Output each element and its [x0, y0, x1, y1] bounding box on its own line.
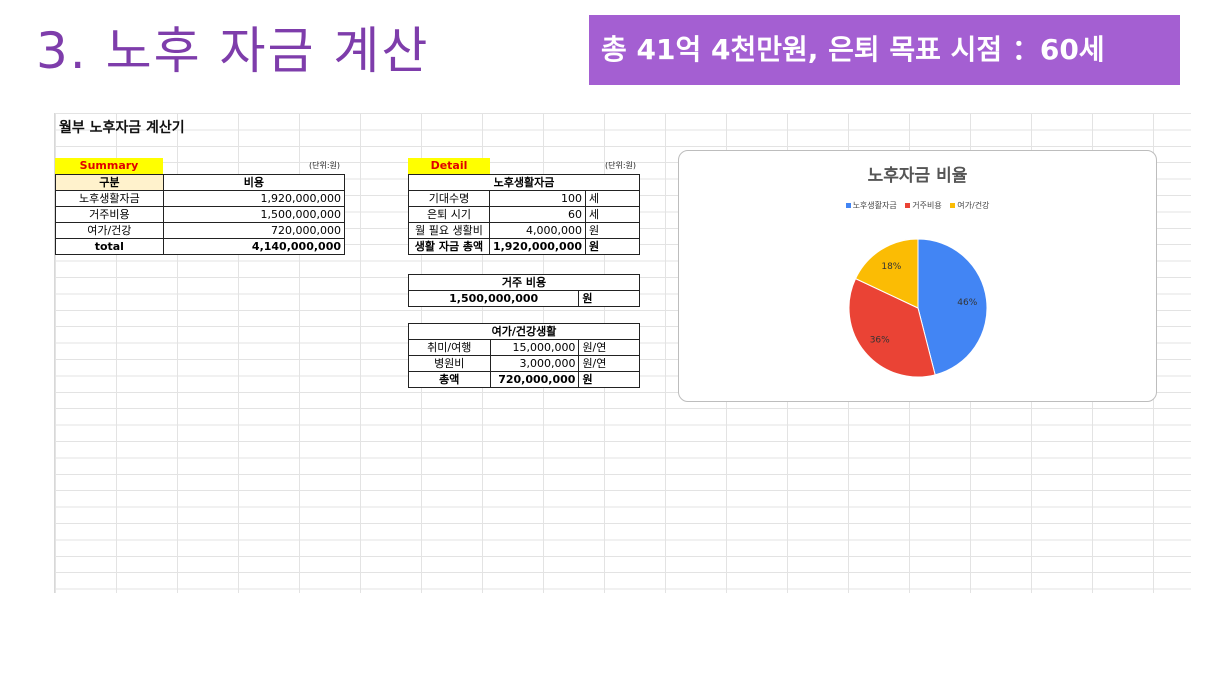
summary-total-value: 4,140,000,000	[162, 238, 346, 255]
legend-label: 노후생활자금	[852, 201, 897, 210]
detail-row-label: 병원비	[408, 355, 491, 372]
detail-row-value: 4,000,000	[488, 222, 587, 239]
housing-cost-header: 거주 비용	[408, 274, 640, 291]
detail-row-label: 월 필요 생활비	[408, 222, 490, 239]
detail-row-label: 은퇴 시기	[408, 206, 490, 223]
legend-item: 노후생활자금	[845, 201, 897, 210]
summary-banner: 총 41억 4천만원, 은퇴 목표 시점 ：60세	[589, 15, 1180, 85]
summary-unit-label: (단위:원)	[309, 161, 341, 170]
table-row[interactable]: 월 필요 생활비 4,000,000 원	[408, 222, 640, 239]
summary-header-category: 구분	[55, 174, 164, 191]
detail-unit-label: (단위:원)	[605, 161, 637, 170]
detail-row-unit: 세	[585, 206, 640, 223]
sheet-title: 월부 노후자금 계산기	[59, 120, 185, 136]
detail-row-value: 100	[488, 190, 587, 207]
table-row[interactable]: 총액 720,000,000 원	[408, 371, 640, 388]
table-row[interactable]: 노후생활자금 1,920,000,000	[55, 190, 346, 207]
table-row[interactable]: 생활 자금 총액 1,920,000,000 원	[408, 238, 640, 255]
detail-row-label: 기대수명	[408, 190, 490, 207]
housing-cost-value: 1,500,000,000	[407, 290, 580, 307]
living-fund-table: 노후생활자금 기대수명 100 세 은퇴 시기 60 세 월 필요 생활비 4,…	[408, 174, 640, 255]
legend-label: 거주비용	[912, 201, 942, 210]
summary-row-value: 720,000,000	[162, 222, 346, 239]
legend-item: 여가/건강	[950, 201, 989, 210]
summary-table: 구분 비용 노후생활자금 1,920,000,000 거주비용 1,500,00…	[55, 174, 346, 255]
table-row[interactable]: 기대수명 100 세	[408, 190, 640, 207]
table-row[interactable]: total 4,140,000,000	[55, 238, 346, 255]
summary-row-label: 여가/건강	[55, 222, 164, 239]
chart-legend: 노후생활자금 거주비용 여가/건강	[679, 200, 1156, 211]
housing-cost-unit: 원	[578, 290, 640, 307]
summary-total-label: total	[55, 238, 164, 255]
leisure-total-label: 총액	[408, 371, 491, 388]
chart-title: 노후자금 비율	[867, 166, 968, 186]
living-total-unit: 원	[585, 238, 640, 255]
spreadsheet-grid[interactable]: 월부 노후자금 계산기 Summary (단위:원) 구분 비용 노후생활자금 …	[54, 113, 1191, 593]
leisure-total-value: 720,000,000	[489, 371, 580, 388]
detail-row-unit: 원/연	[578, 339, 640, 356]
legend-swatch	[950, 203, 956, 208]
table-row[interactable]: 은퇴 시기 60 세	[408, 206, 640, 223]
pie-plot: 46% 36% 18%	[848, 238, 988, 378]
table-row[interactable]: 여가/건강 720,000,000	[55, 222, 346, 239]
detail-row-unit: 원/연	[578, 355, 640, 372]
table-row[interactable]: 취미/여행 15,000,000 원/연	[408, 339, 640, 356]
detail-row-unit: 원	[585, 222, 640, 239]
housing-cost-table: 거주 비용 1,500,000,000 원	[407, 274, 640, 307]
leisure-health-table: 여가/건강생활 취미/여행 15,000,000 원/연 병원비 3,000,0…	[408, 323, 640, 388]
summary-row-label: 거주비용	[55, 206, 164, 223]
detail-row-value: 60	[488, 206, 587, 223]
summary-row-value: 1,920,000,000	[162, 190, 346, 207]
legend-swatch	[845, 203, 851, 208]
leisure-health-header: 여가/건강생활	[408, 323, 640, 340]
legend-item: 거주비용	[905, 201, 942, 210]
detail-row-unit: 세	[585, 190, 640, 207]
pie-data-label: 46%	[957, 298, 977, 308]
leisure-total-unit: 원	[578, 371, 640, 388]
detail-row-value: 3,000,000	[489, 355, 580, 372]
slide-title: 3. 노후 자금 계산	[36, 22, 430, 80]
legend-swatch	[905, 203, 911, 208]
living-total-label: 생활 자금 총액	[408, 238, 490, 255]
living-total-value: 1,920,000,000	[488, 238, 587, 255]
pie-chart[interactable]: 노후자금 비율 노후생활자금 거주비용 여가/건강 46% 36% 18%	[678, 150, 1157, 402]
summary-row-value: 1,500,000,000	[162, 206, 346, 223]
table-row[interactable]: 병원비 3,000,000 원/연	[408, 355, 640, 372]
detail-row-label: 취미/여행	[408, 339, 491, 356]
table-row[interactable]: 거주비용 1,500,000,000	[55, 206, 346, 223]
pie-slice-living-fund[interactable]	[917, 238, 988, 376]
detail-tag: Detail	[408, 158, 490, 174]
detail-row-value: 15,000,000	[489, 339, 580, 356]
pie-data-label: 36%	[870, 336, 890, 346]
living-fund-header: 노후생활자금	[408, 174, 640, 191]
summary-row-label: 노후생활자금	[55, 190, 164, 207]
table-row[interactable]: 1,500,000,000 원	[407, 290, 640, 307]
pie-slice-leisure-health[interactable]	[854, 238, 919, 309]
legend-label: 여가/건강	[957, 201, 990, 210]
summary-tag: Summary	[55, 158, 163, 174]
summary-header-cost: 비용	[162, 174, 346, 191]
pie-slice-housing-cost[interactable]	[848, 277, 936, 378]
pie-data-label: 18%	[881, 262, 901, 272]
